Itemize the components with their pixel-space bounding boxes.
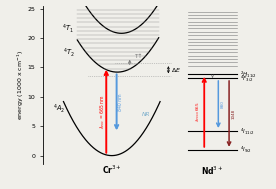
- Text: $\lambda_{exc}$=665: $\lambda_{exc}$=665: [195, 101, 202, 122]
- Text: $^4I_{11/2}$: $^4I_{11/2}$: [240, 126, 254, 136]
- Text: 840 nm: 840 nm: [118, 94, 123, 111]
- Text: 880: 880: [221, 101, 224, 108]
- Text: $\lambda_{exc}$ = 665 nm: $\lambda_{exc}$ = 665 nm: [98, 94, 107, 129]
- Text: $^4I_{9/2}$: $^4I_{9/2}$: [240, 145, 252, 154]
- Text: NR: NR: [142, 112, 151, 117]
- Text: $^4T_1$: $^4T_1$: [62, 23, 73, 36]
- Text: 1048: 1048: [231, 109, 235, 119]
- Text: $^4A_2$: $^4A_2$: [53, 102, 65, 115]
- Y-axis label: energy (1000 x cm$^{-1}$): energy (1000 x cm$^{-1}$): [15, 50, 26, 120]
- Text: T↑: T↑: [134, 54, 142, 59]
- Text: Cr$^{3+}$: Cr$^{3+}$: [102, 163, 122, 176]
- Text: $^4T_2$: $^4T_2$: [63, 46, 75, 59]
- Text: $\Delta E$: $\Delta E$: [171, 66, 181, 74]
- Text: $^2H_{11/2}$: $^2H_{11/2}$: [240, 69, 257, 79]
- Text: $^4F_{3/2}$: $^4F_{3/2}$: [240, 73, 253, 83]
- Text: Nd$^{3+}$: Nd$^{3+}$: [201, 164, 224, 177]
